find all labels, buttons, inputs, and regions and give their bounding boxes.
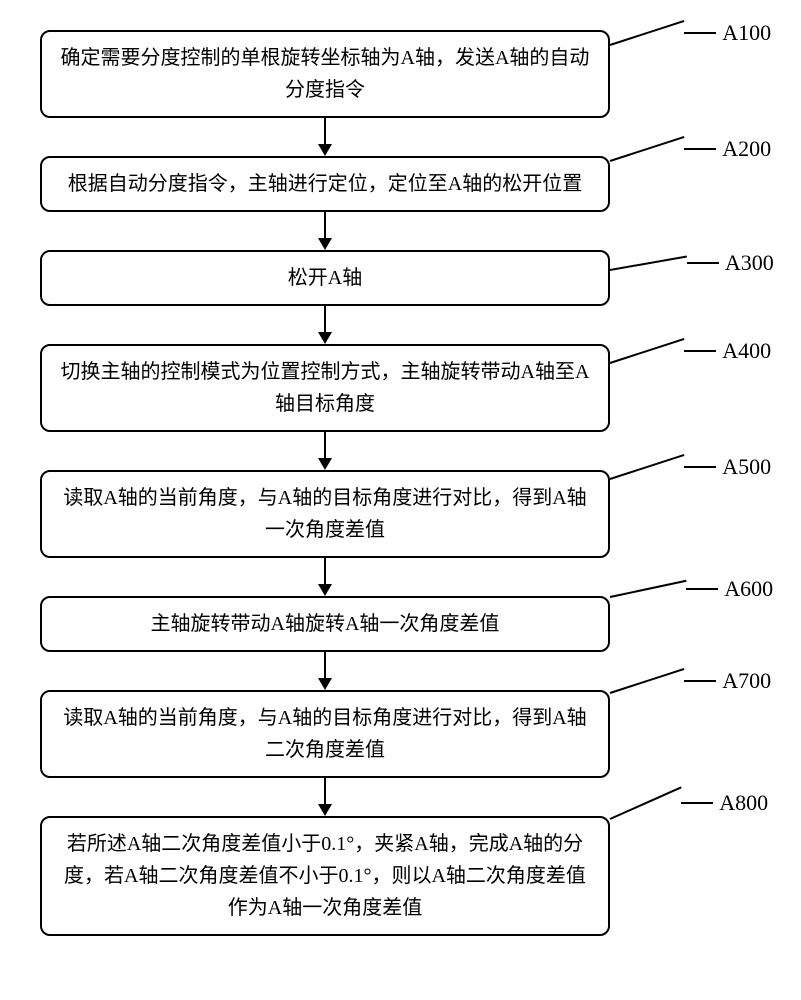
flow-node-6: 主轴旋转带动A轴旋转A轴一次角度差值	[40, 596, 610, 652]
node-text: 读取A轴的当前角度，与A轴的目标角度进行对比，得到A轴一次角度差值	[63, 487, 586, 541]
step-label-text: A200	[716, 136, 771, 162]
step-label-4: A400	[610, 362, 771, 364]
flow-node-1: 确定需要分度控制的单根旋转坐标轴为A轴，发送A轴的自动分度指令	[40, 30, 610, 118]
flow-node-5: 读取A轴的当前角度，与A轴的目标角度进行对比，得到A轴一次角度差值	[40, 470, 610, 558]
step-label-5: A500	[610, 478, 771, 480]
flow-node-2: 根据自动分度指令，主轴进行定位，定位至A轴的松开位置	[40, 156, 610, 212]
step-label-3: A300	[610, 264, 774, 276]
step-label-text: A300	[719, 250, 774, 276]
step-label-text: A400	[716, 338, 771, 364]
step-label-1: A100	[610, 44, 771, 46]
step-label-text: A500	[716, 454, 771, 480]
flow-node-8: 若所述A轴二次角度差值小于0.1°，夹紧A轴，完成A轴的分度，若A轴二次角度差值…	[40, 816, 610, 936]
flow-arrow	[318, 118, 332, 156]
flow-arrow	[318, 212, 332, 250]
node-text: 根据自动分度指令，主轴进行定位，定位至A轴的松开位置	[68, 173, 582, 195]
flow-arrow	[318, 558, 332, 596]
step-label-2: A200	[610, 160, 771, 162]
flow-arrow	[318, 652, 332, 690]
node-text: 读取A轴的当前角度，与A轴的目标角度进行对比，得到A轴二次角度差值	[63, 707, 586, 761]
flow-node-4: 切换主轴的控制模式为位置控制方式，主轴旋转带动A轴至A轴目标角度	[40, 344, 610, 432]
flow-node-3: 松开A轴	[40, 250, 610, 306]
flow-arrow	[318, 306, 332, 344]
step-label-text: A800	[713, 790, 768, 816]
flowchart-column: 确定需要分度控制的单根旋转坐标轴为A轴，发送A轴的自动分度指令 根据自动分度指令…	[40, 30, 610, 936]
step-label-6: A600	[610, 592, 773, 602]
node-text: 主轴旋转带动A轴旋转A轴一次角度差值	[151, 613, 500, 635]
node-text: 切换主轴的控制模式为位置控制方式，主轴旋转带动A轴至A轴目标角度	[61, 361, 590, 415]
step-label-8: A800	[610, 818, 768, 820]
flow-arrow	[318, 432, 332, 470]
step-label-text: A700	[716, 668, 771, 694]
node-text: 确定需要分度控制的单根旋转坐标轴为A轴，发送A轴的自动分度指令	[61, 47, 590, 101]
step-label-text: A100	[716, 20, 771, 46]
flow-arrow	[318, 778, 332, 816]
step-label-7: A700	[610, 692, 771, 694]
step-label-text: A600	[718, 576, 773, 602]
flow-node-7: 读取A轴的当前角度，与A轴的目标角度进行对比，得到A轴二次角度差值	[40, 690, 610, 778]
node-text: 若所述A轴二次角度差值小于0.1°，夹紧A轴，完成A轴的分度，若A轴二次角度差值…	[64, 833, 586, 919]
node-text: 松开A轴	[288, 267, 362, 289]
